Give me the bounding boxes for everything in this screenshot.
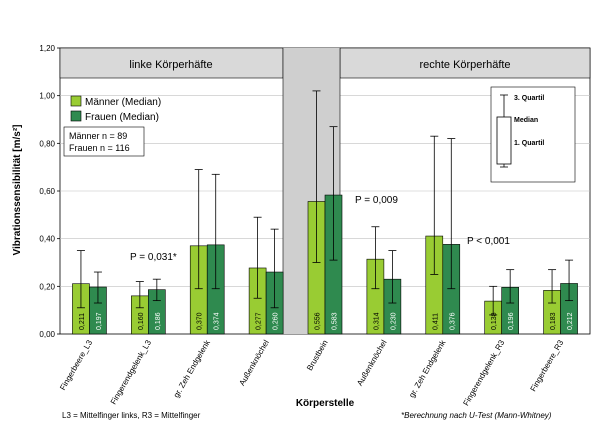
x-tick-label: Fingerendgelenk_R3 — [461, 338, 506, 407]
x-ticks-group: Fingerbeere_L3 Fingerendgelenk_L3 gr. Zeh … — [58, 338, 565, 408]
legend: Männer (Median) Frauen (Median) — [70, 95, 161, 123]
x-tick-label: Fingerbeere_R3 — [529, 338, 566, 393]
bar-value-label: 0,277 — [256, 312, 263, 330]
bar-labels-group: 0,211 0,197 0,160 0,186 0,370 0,374 0,277 0,260… — [79, 312, 574, 330]
sample-size-frame — [63, 126, 145, 157]
bar-value-label: 0,183 — [550, 312, 557, 330]
y-axis-title: Vibrationssensibilität [m/s²] — [12, 125, 23, 256]
bar-value-label: 0,370 — [197, 312, 204, 330]
section-label-right: rechte Körperhäfte — [419, 59, 510, 71]
x-tick-label: Fingerbeere_L3 — [58, 338, 94, 392]
y-tick-label: 0,20 — [39, 282, 55, 291]
legend-swatch-women — [70, 110, 82, 122]
quartile-key-box — [496, 116, 512, 165]
legend-swatch-men — [70, 95, 82, 107]
x-tick-label: gr. Zeh Endgelenk — [172, 338, 213, 400]
y-tick-label: 1,00 — [39, 92, 55, 101]
bar-value-label: 0,138 — [491, 312, 498, 330]
y-tick-label: 0,00 — [39, 330, 55, 339]
whiskers-group — [76, 90, 574, 316]
p-value-1: P = 0,031* — [130, 252, 177, 263]
count-women: Frauen n = 116 — [69, 143, 130, 153]
x-tick-label: Fingerendgelenk_L3 — [109, 338, 154, 406]
x-tick-label: Außenknöchel — [237, 338, 270, 387]
section-header-left — [59, 47, 284, 79]
x-tick-label: Brustbein — [305, 339, 330, 373]
legend-label-men: Männer (Median) — [85, 97, 161, 108]
p-value-2: P = 0,009 — [355, 195, 398, 206]
bar-value-label: 0,211 — [79, 313, 86, 330]
quartile-key-q1: 1. Quartil — [514, 140, 544, 147]
quartile-key-median: Median — [514, 117, 538, 124]
bar-value-label: 0,374 — [214, 312, 221, 330]
x-tick-label: gr. Zeh Endgelenk — [407, 338, 448, 400]
bar-value-label: 0,376 — [449, 312, 456, 330]
bar-value-label: 0,556 — [315, 312, 322, 330]
bar-value-label: 0,411 — [432, 313, 439, 330]
section-label-left: linke Körperhäfte — [129, 59, 212, 71]
bar-value-label: 0,196 — [508, 312, 515, 330]
quartile-key: 3. Quartil Median 1. Quartil — [490, 86, 576, 183]
section-header-right — [339, 47, 591, 79]
y-tick-label: 0,60 — [39, 187, 55, 196]
bar-value-label: 0,230 — [390, 312, 397, 330]
y-tick-label: 1,20 — [39, 44, 55, 53]
bar-value-label: 0,260 — [273, 312, 280, 330]
bar-value-label: 0,197 — [96, 312, 103, 330]
bar-value-label: 0,583 — [332, 312, 339, 330]
bar-value-label: 0,314 — [373, 312, 380, 330]
bars-group — [72, 194, 578, 335]
quartile-key-q3: 3. Quartil — [514, 95, 544, 102]
y-tick-label: 0,40 — [39, 235, 55, 244]
count-men: Männer n = 89 — [69, 131, 127, 141]
footnote-left: L3 = Mittelfinger links, R3 = Mittelfing… — [62, 411, 201, 420]
x-tick-label: Außenknöchel — [355, 338, 388, 387]
bar-value-label: 0,160 — [138, 312, 145, 330]
p-value-3: P < 0,001 — [467, 236, 510, 247]
y-ticks-group: 0,00 0,20 0,40 0,60 0,80 1,00 1,20 — [39, 44, 60, 339]
y-tick-label: 0,80 — [39, 139, 55, 148]
x-axis-title: Körperstelle — [296, 398, 355, 409]
sample-size-box: Männer n = 89 Frauen n = 116 — [63, 126, 145, 157]
bar-value-label: 0,186 — [155, 312, 162, 330]
legend-label-women: Frauen (Median) — [85, 112, 159, 123]
bar-value-label: 0,212 — [567, 312, 574, 330]
footnote-right: *Berechnung nach U-Test (Mann-Whitney) — [401, 411, 552, 420]
